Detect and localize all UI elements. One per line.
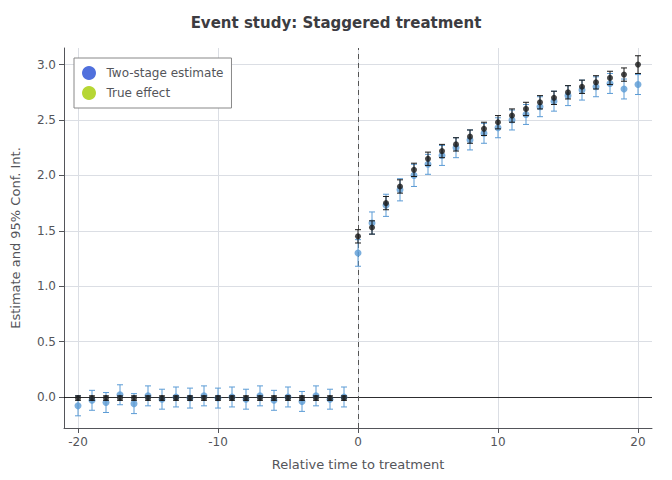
svg-text:-20: -20 [68, 435, 88, 449]
svg-text:True effect: True effect [106, 86, 171, 100]
svg-text:Estimate and 95% Conf. Int.: Estimate and 95% Conf. Int. [8, 147, 23, 329]
svg-text:0.5: 0.5 [37, 335, 56, 349]
svg-text:Event study: Staggered treatme: Event study: Staggered treatment [191, 14, 482, 32]
svg-text:0.0: 0.0 [37, 390, 56, 404]
svg-text:2.0: 2.0 [37, 168, 56, 182]
svg-text:10: 10 [490, 435, 505, 449]
svg-text:20: 20 [630, 435, 645, 449]
svg-text:0: 0 [354, 435, 362, 449]
svg-text:-10: -10 [208, 435, 228, 449]
svg-text:Relative time to treatment: Relative time to treatment [272, 457, 444, 472]
svg-text:2.5: 2.5 [37, 113, 56, 127]
svg-text:1.5: 1.5 [37, 224, 56, 238]
svg-text:3.0: 3.0 [37, 58, 56, 72]
svg-text:1.0: 1.0 [37, 279, 56, 293]
svg-text:Two-stage estimate: Two-stage estimate [106, 66, 224, 80]
